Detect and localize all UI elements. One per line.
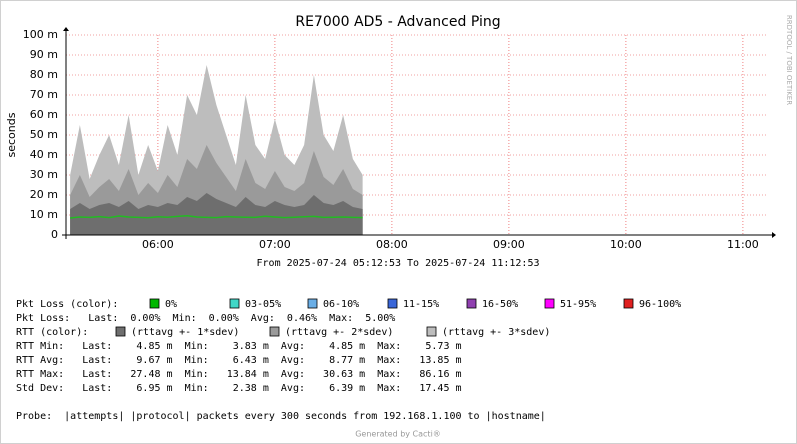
x-arrow [772, 232, 776, 238]
stats-row: RTT Avg: Last: 9.67 m Min: 6.43 m Avg: 8… [16, 355, 462, 366]
legend-entry: 06-10% [323, 299, 359, 310]
legend-entry: (rttavg +- 2*sdev) [285, 327, 393, 338]
x-tick-label: 06:00 [142, 238, 174, 251]
y-tick-label: 0 [51, 228, 58, 241]
legend-swatch [544, 298, 555, 309]
y-tick-label: 30 m [30, 168, 58, 181]
legend-entry: 03-05% [245, 299, 281, 310]
stats-row: Std Dev: Last: 6.95 m Min: 2.38 m Avg: 6… [16, 383, 462, 394]
y-arrow [63, 27, 69, 31]
legend-swatch [466, 298, 477, 309]
legend-entry: 11-15% [403, 299, 439, 310]
legend-entry: 51-95% [560, 299, 596, 310]
x-tick-label: 10:00 [610, 238, 642, 251]
x-tick-label: 07:00 [259, 238, 291, 251]
y-tick-label: 100 m [23, 28, 58, 41]
legend-label: RTT (color): [16, 327, 88, 338]
legend-entry: 96-100% [639, 299, 681, 310]
legend-entry: 0% [165, 299, 177, 310]
legend-entry: (rttavg +- 3*sdev) [442, 327, 550, 338]
band-area [70, 193, 363, 235]
probe-info: Probe: |attempts| |protocol| packets eve… [16, 411, 546, 422]
stats-row: Pkt Loss: Last: 0.00% Min: 0.00% Avg: 0.… [16, 313, 395, 324]
side-label: RRDTOOL / TOBI OETIKER [785, 15, 793, 105]
stats-row: RTT Min: Last: 4.85 m Min: 3.83 m Avg: 4… [16, 341, 462, 352]
avg-line [70, 215, 363, 219]
legend-swatch [115, 326, 126, 337]
legend-swatch [269, 326, 280, 337]
y-tick-label: 50 m [30, 128, 58, 141]
y-tick-label: 80 m [30, 68, 58, 81]
y-axis-label: seconds [5, 112, 18, 157]
legend-swatch [426, 326, 437, 337]
y-tick-label: 60 m [30, 108, 58, 121]
legend-swatch [149, 298, 160, 309]
x-tick-label: 09:00 [493, 238, 525, 251]
legend-swatch [623, 298, 634, 309]
x-tick-label: 11:00 [727, 238, 759, 251]
stats-row: RTT Max: Last: 27.48 m Min: 13.84 m Avg:… [16, 369, 462, 380]
legend-swatch [307, 298, 318, 309]
y-tick-label: 20 m [30, 188, 58, 201]
chart-title: RE7000 AD5 - Advanced Ping [295, 14, 500, 30]
y-tick-label: 90 m [30, 48, 58, 61]
legend-label: Pkt Loss (color): [16, 299, 118, 310]
time-caption: From 2025-07-24 05:12:53 To 2025-07-24 1… [257, 258, 540, 269]
y-tick-label: 70 m [30, 88, 58, 101]
legend-entry: 16-50% [482, 299, 518, 310]
footer: Generated by Cacti® [355, 430, 441, 439]
legend-swatch [387, 298, 398, 309]
x-tick-label: 08:00 [376, 238, 408, 251]
legend-swatch [229, 298, 240, 309]
legend-entry: (rttavg +- 1*sdev) [131, 327, 239, 338]
y-tick-label: 40 m [30, 148, 58, 161]
y-tick-label: 10 m [30, 208, 58, 221]
